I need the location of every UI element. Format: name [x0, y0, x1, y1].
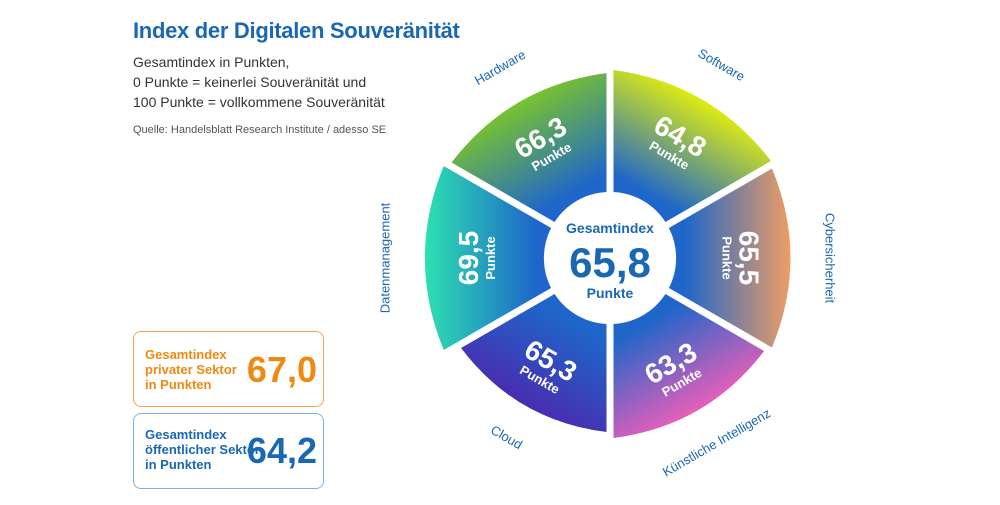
chart-title: Index der Digitalen Souveränität — [133, 18, 460, 43]
center-title: Gesamtindex — [566, 220, 654, 236]
category-label: Software — [696, 45, 748, 84]
segment-unit: Punkte — [720, 236, 735, 279]
chart-subtitle: Gesamtindex in Punkten, 0 Punkte = keine… — [133, 52, 433, 112]
category-label: Cybersicherheit — [823, 213, 838, 304]
category-label: Datenmanagement — [377, 202, 392, 313]
segment-k-nstliche-intelligenz — [613, 294, 765, 438]
subtitle-line: 100 Punkte = vollkommene Souveränität — [133, 94, 385, 110]
segment-cloud — [461, 294, 607, 432]
category-label: Hardware — [472, 47, 528, 88]
private-sector-value: 67,0 — [246, 349, 317, 390]
public-sector-label: Gesamtindex öffentlicher Sektor in Punkt… — [145, 427, 260, 472]
public-sector-box: Gesamtindex öffentlicher Sektor in Punkt… — [133, 413, 324, 489]
label-line: in Punkten — [145, 457, 212, 472]
segment-cybersicherheit — [668, 168, 791, 348]
segment-value: 65,5 — [734, 231, 765, 286]
label-line: Gesamtindex — [145, 427, 227, 442]
segment-datenmanagement — [424, 166, 552, 350]
source-note: Quelle: Handelsblatt Research Institute … — [133, 124, 387, 136]
center-value: 65,8 — [569, 239, 651, 286]
category-label: Cloud — [488, 422, 525, 452]
segment-hardware — [451, 73, 607, 222]
segment-unit: Punkte — [483, 236, 498, 279]
label-line: in Punkten — [145, 377, 212, 392]
label-line: öffentlicher Sektor — [145, 442, 260, 457]
segments-layer — [424, 70, 791, 438]
private-sector-label: Gesamtindex privater Sektor in Punkten — [145, 347, 237, 392]
segment-software — [613, 70, 772, 222]
label-line: privater Sektor — [145, 362, 237, 377]
segment-label: 69,5 Punkte — [453, 231, 498, 286]
segment-value: 69,5 — [453, 231, 484, 286]
label-line: Gesamtindex — [145, 347, 227, 362]
subtitle-line: 0 Punkte = keinerlei Souveränität und — [133, 74, 367, 90]
private-sector-box: Gesamtindex privater Sektor in Punkten 6… — [133, 331, 324, 407]
public-sector-value: 64,2 — [246, 430, 317, 471]
subtitle-line: Gesamtindex in Punkten, — [133, 54, 290, 70]
center-circle — [551, 199, 669, 317]
center-unit: Punkte — [587, 285, 634, 301]
